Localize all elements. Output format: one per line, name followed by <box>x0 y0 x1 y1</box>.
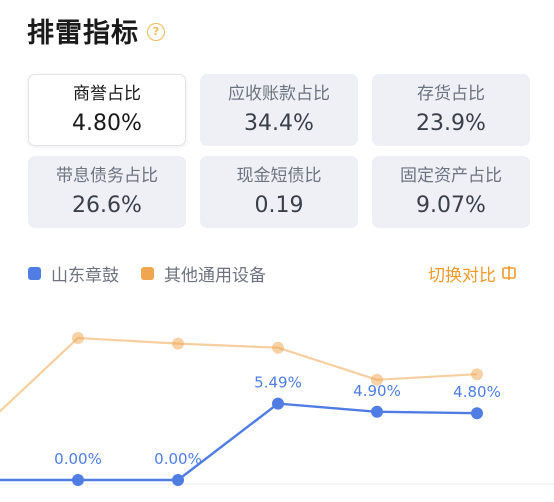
section-header: 排雷指标 ? <box>27 12 165 49</box>
metric-card-cash-short-debt[interactable]: 现金短债比 0.19 <box>200 156 358 228</box>
section-title: 排雷指标 <box>27 17 139 49</box>
metric-value: 23.9% <box>416 111 486 136</box>
metric-label: 固定资产占比 <box>400 166 502 186</box>
chart-legend: 山东章鼓 其他通用设备 切换对比 <box>28 260 516 286</box>
switch-compare-icon <box>502 266 516 280</box>
series-point-company <box>471 407 483 420</box>
series-point-industry <box>471 368 483 381</box>
legend-item-company: 山东章鼓 <box>28 261 119 286</box>
data-label-company: 0.00% <box>54 450 102 468</box>
data-label-company: 0.00% <box>154 450 202 468</box>
data-label-company: 4.80% <box>453 383 501 401</box>
trend-chart: 0.00% 0.00% 5.49% 4.90% 4.80% <box>0 332 554 486</box>
series-point-industry <box>272 341 284 354</box>
question-circle-icon[interactable]: ? <box>147 23 165 41</box>
metric-card-receivables[interactable]: 应收账款占比 34.4% <box>200 74 358 146</box>
metric-card-inventory[interactable]: 存货占比 23.9% <box>372 74 530 146</box>
metric-value: 0.19 <box>254 193 304 218</box>
series-point-company <box>371 405 383 418</box>
metric-card-goodwill[interactable]: 商誉占比 4.80% <box>28 74 186 146</box>
metric-label: 应收账款占比 <box>228 84 330 104</box>
series-point-company <box>172 474 184 486</box>
metric-value: 26.6% <box>72 193 142 218</box>
metric-card-interest-debt[interactable]: 带息债务占比 26.6% <box>28 156 186 228</box>
metric-value: 9.07% <box>416 193 486 218</box>
data-label-company: 4.90% <box>353 382 401 400</box>
legend-item-industry: 其他通用设备 <box>141 261 266 286</box>
series-line-industry <box>0 336 478 413</box>
switch-compare-button[interactable]: 切换对比 <box>428 261 516 286</box>
series-point-industry <box>172 337 184 350</box>
legend-swatch-company <box>28 266 41 280</box>
metric-label: 带息债务占比 <box>56 166 158 186</box>
legend-label-company: 山东章鼓 <box>51 265 119 286</box>
series-point-company <box>272 397 284 410</box>
metric-value: 34.4% <box>244 111 314 136</box>
metric-label: 商誉占比 <box>73 84 141 104</box>
metric-card-fixed-assets[interactable]: 固定资产占比 9.07% <box>372 156 530 228</box>
metric-value: 4.80% <box>72 111 142 136</box>
series-point-industry <box>72 332 84 344</box>
metric-label: 现金短债比 <box>236 166 322 186</box>
series-point-company <box>72 474 84 486</box>
metric-label: 存货占比 <box>417 84 485 104</box>
switch-compare-label: 切换对比 <box>428 265 496 286</box>
series-line-company <box>0 402 478 482</box>
data-label-company: 5.49% <box>254 374 302 392</box>
series-point-industry <box>371 373 383 386</box>
legend-swatch-industry <box>141 266 154 280</box>
metric-cards: 商誉占比 4.80% 应收账款占比 34.4% 存货占比 23.9% 带息债务占… <box>28 74 530 228</box>
legend-label-industry: 其他通用设备 <box>164 265 266 286</box>
